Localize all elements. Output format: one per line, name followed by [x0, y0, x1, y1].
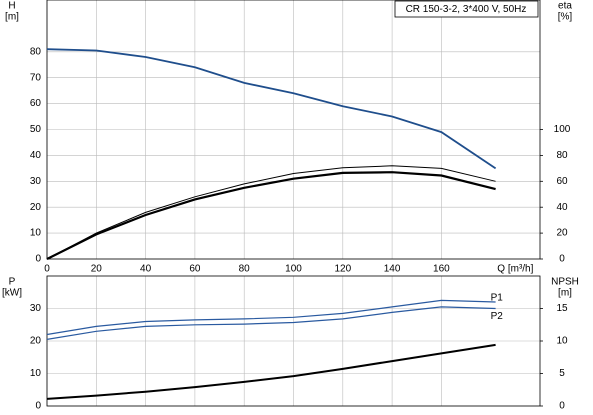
y2-axis-label: eta: [558, 1, 572, 12]
plot-frame: [46, 275, 541, 407]
series-line: [46, 306, 496, 340]
y2-tick-label: 20: [556, 228, 568, 239]
y-axis-label: [kW]: [2, 288, 22, 299]
y-tick-label: 10: [30, 228, 42, 239]
y2-axis-label: NPSH: [551, 277, 579, 288]
y-tick-label: 0: [35, 254, 41, 265]
y-tick-label: 30: [30, 303, 42, 314]
y2-tick-label: 0: [559, 254, 565, 265]
x-tick-label: 140: [384, 264, 401, 275]
x-tick-label: 20: [91, 264, 103, 275]
series-line: [46, 299, 496, 336]
title-box: [394, 0, 539, 18]
series-line: [46, 165, 496, 260]
y-axis-label: [m]: [5, 12, 19, 23]
x-tick-label: 0: [44, 264, 50, 275]
y-tick-label: 70: [30, 72, 42, 83]
y-tick-label: 40: [30, 150, 42, 161]
y2-tick-label: 60: [556, 176, 568, 187]
y2-tick-label: 40: [556, 202, 568, 213]
y2-tick-label: 100: [554, 124, 571, 135]
y2-axis-label: [%]: [558, 12, 573, 23]
series-line: [46, 343, 496, 400]
y-tick-label: 80: [30, 46, 42, 57]
plot-frame: [46, 0, 541, 260]
series-line: [46, 171, 496, 260]
x-tick-label: 60: [189, 264, 201, 275]
y-tick-label: 30: [30, 176, 42, 187]
x-tick-label: 120: [334, 264, 351, 275]
x-tick-label: 100: [285, 264, 302, 275]
y-tick-label: 20: [30, 202, 42, 213]
y2-tick-label: 0: [559, 401, 565, 412]
y2-axis-label: [m]: [558, 288, 572, 299]
chart-title: CR 150-3-2, 3*400 V, 50Hz: [406, 4, 527, 15]
series-line: [46, 48, 497, 170]
y-tick-label: 50: [30, 124, 42, 135]
y2-tick-label: 15: [556, 303, 568, 314]
series-label: P2: [491, 311, 504, 322]
y-axis-label: P: [9, 277, 16, 288]
y-tick-label: 20: [30, 336, 42, 347]
x-tick-label: 160: [433, 264, 450, 275]
y-axis-label: H: [8, 1, 15, 12]
y2-tick-label: 5: [559, 368, 565, 379]
x-tick-label: 40: [140, 264, 152, 275]
x-axis-label: Q [m³/h]: [497, 264, 533, 275]
y2-tick-label: 80: [556, 150, 568, 161]
y-tick-label: 0: [35, 401, 41, 412]
y2-tick-label: 10: [556, 336, 568, 347]
series-label: P1: [491, 293, 504, 304]
y-tick-label: 10: [30, 368, 42, 379]
x-tick-label: 80: [239, 264, 251, 275]
y-tick-label: 60: [30, 98, 42, 109]
